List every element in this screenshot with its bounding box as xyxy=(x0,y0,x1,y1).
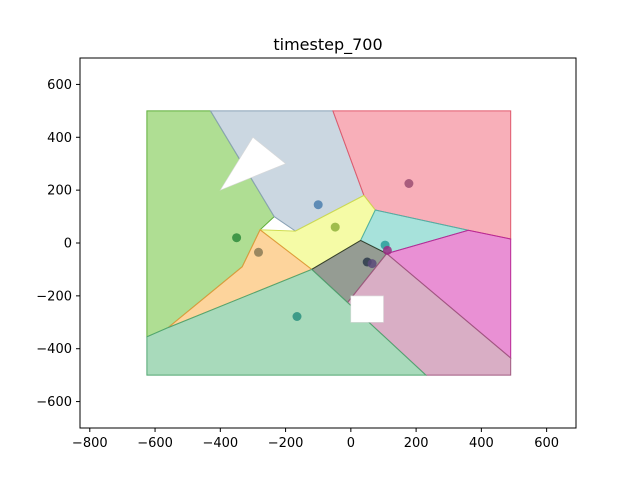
region-seafoam xyxy=(146,268,428,376)
x-tick-label: −400 xyxy=(202,436,238,451)
x-tick-label: 0 xyxy=(347,436,355,451)
y-tick-label: 400 xyxy=(47,131,72,146)
data-point xyxy=(367,259,377,269)
region-mauve xyxy=(346,252,512,376)
x-tick-label: −600 xyxy=(137,436,173,451)
data-point xyxy=(313,200,323,210)
x-tick-label: 200 xyxy=(404,436,429,451)
x-tick-label: 600 xyxy=(534,436,559,451)
points-layer xyxy=(232,179,414,321)
data-point xyxy=(292,312,302,321)
x-axis: −800 −600 −400 −200 0 200 400 600 xyxy=(72,428,559,451)
chart-title: timestep_700 xyxy=(273,35,382,55)
data-point xyxy=(382,245,392,255)
y-axis: −600 −400 −200 0 200 400 600 xyxy=(36,78,80,410)
obstacle-rect xyxy=(350,295,384,323)
obstacle-triangle xyxy=(219,136,287,191)
regions-layer xyxy=(146,110,512,376)
y-tick-label: −600 xyxy=(36,395,72,410)
x-tick-label: −200 xyxy=(268,436,304,451)
y-tick-label: −200 xyxy=(36,289,72,304)
x-tick-label: −800 xyxy=(72,436,108,451)
data-point xyxy=(232,233,242,243)
y-tick-label: 200 xyxy=(47,184,72,199)
y-tick-label: 600 xyxy=(47,78,72,93)
data-point xyxy=(330,222,340,232)
x-tick-label: 400 xyxy=(469,436,494,451)
obstacles-layer xyxy=(219,136,384,323)
y-tick-label: 0 xyxy=(64,237,72,252)
data-point xyxy=(404,179,414,188)
y-tick-label: −400 xyxy=(36,342,72,357)
data-point xyxy=(254,247,263,257)
